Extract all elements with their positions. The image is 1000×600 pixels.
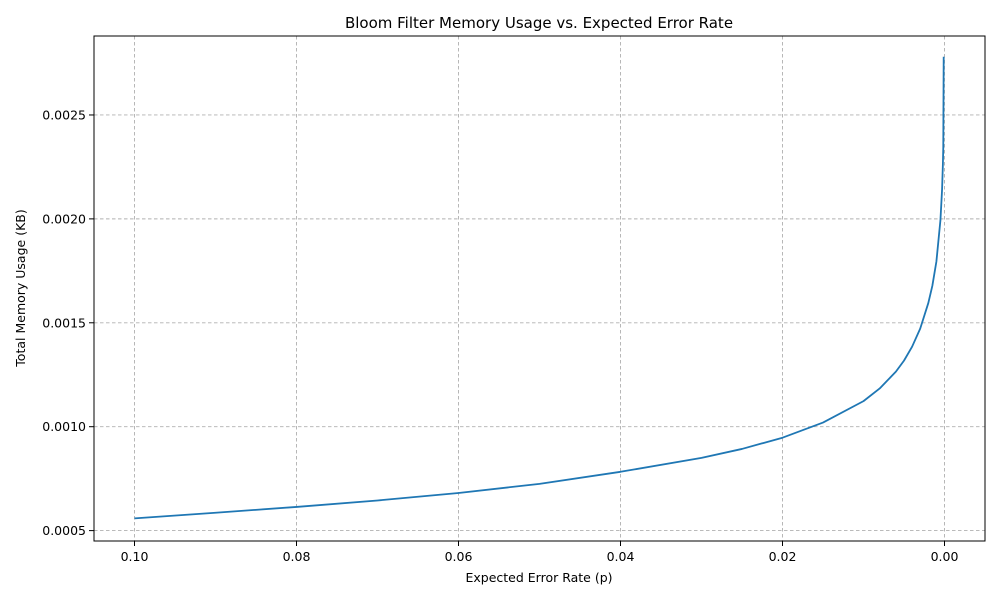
- y-axis-label: Total Memory Usage (KB): [13, 209, 28, 367]
- x-tick-label: 0.00: [931, 549, 959, 564]
- y-tick-label: 0.0025: [42, 107, 86, 122]
- x-tick-label: 0.02: [769, 549, 797, 564]
- y-tick-label: 0.0005: [42, 523, 86, 538]
- grid-layer: [94, 36, 985, 541]
- x-tick-label: 0.06: [445, 549, 473, 564]
- x-tick-label: 0.10: [121, 549, 149, 564]
- series-layer: [134, 56, 945, 520]
- tick-layer: 0.10 0.08 0.06 0.04 0.02 0.00 0.0005 0.0010 0.00…: [42, 107, 958, 564]
- y-tick-label: 0.0015: [42, 315, 86, 330]
- y-tick-label: 0.0010: [42, 419, 86, 434]
- x-tick-label: 0.08: [283, 549, 311, 564]
- x-tick-label: 0.04: [607, 549, 635, 564]
- series-line: [134, 56, 945, 520]
- y-tick-label: 0.0020: [42, 211, 86, 226]
- x-axis-label: Expected Error Rate (p): [465, 570, 612, 585]
- plot-frame: [93, 35, 986, 542]
- chart-title: Bloom Filter Memory Usage vs. Expected E…: [345, 14, 733, 32]
